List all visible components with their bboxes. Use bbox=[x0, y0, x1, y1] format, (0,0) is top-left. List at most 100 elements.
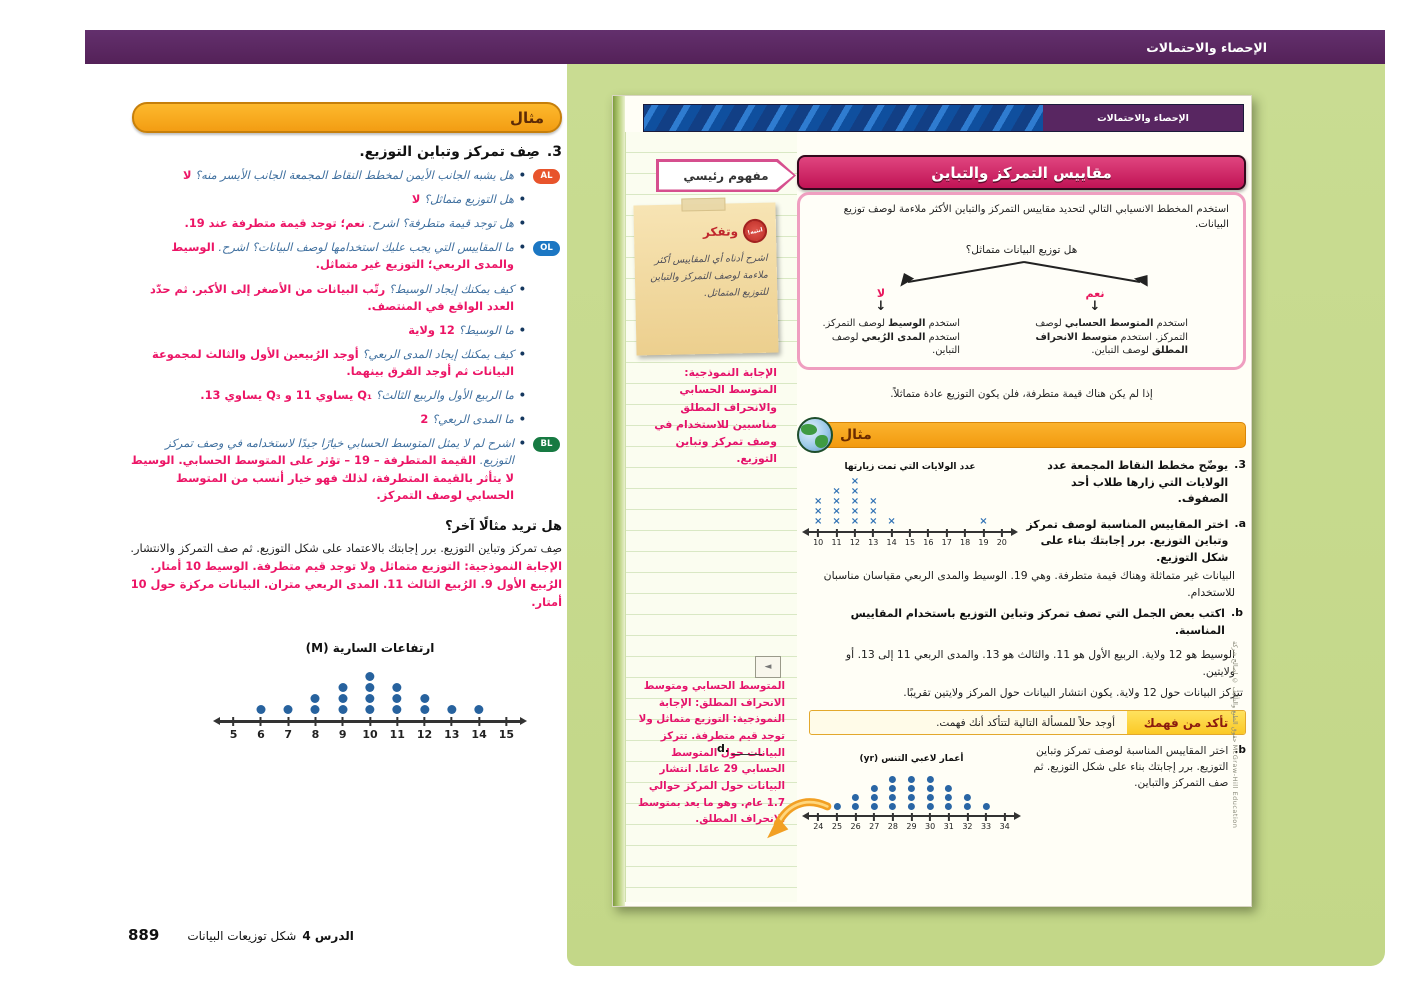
key-concept-box: استخدم المخطط الانسيابي التالي لتحديد مق… bbox=[797, 192, 1246, 370]
axis-tick-label: 27 bbox=[869, 822, 880, 831]
dot-marker-icon bbox=[870, 803, 878, 810]
bullet-dot-icon: • bbox=[518, 322, 526, 337]
plot-column: 31 bbox=[944, 785, 954, 831]
part-a-label: a. bbox=[1234, 516, 1246, 530]
axis-tick-label: 15 bbox=[904, 538, 916, 547]
part-a-row: a. اختر المقاييس المناسبة لوصف تمركز وتب… bbox=[1019, 517, 1246, 567]
tape-icon bbox=[681, 197, 726, 212]
banner-chapter-label: الإحصاء والاحتمالات bbox=[1097, 112, 1189, 124]
axis-tick-label: 32 bbox=[962, 822, 973, 831]
plot-area: 5 6 7 8 9 10 11 12 13 14 15 bbox=[213, 661, 527, 741]
teacher-bullet: • هل التوزيع متماثل؟ لا bbox=[130, 191, 562, 208]
axis-tick bbox=[1000, 529, 1003, 537]
axis-tick bbox=[259, 716, 262, 726]
axis-tick-label: 19 bbox=[978, 538, 989, 547]
badge-al: AL bbox=[533, 169, 560, 184]
axis-tick bbox=[982, 529, 985, 537]
bullet-answer: 12 ولاية bbox=[408, 322, 455, 337]
more-example-question: صِف تمركز وتباين التوزيع. برر إجابتك بال… bbox=[130, 540, 562, 555]
axis-tick bbox=[873, 813, 876, 821]
problem-statement-row: 3. يوضّح مخطط النقاط المجمعة عدد الولايا… bbox=[1019, 458, 1246, 508]
x-marker-icon: × bbox=[813, 506, 823, 517]
axis-tick bbox=[817, 813, 820, 821]
bullet-question: ما الربيع الأول والربيع الثالث؟ bbox=[375, 388, 514, 403]
plot-column: 27 bbox=[869, 785, 879, 831]
page-binding-strip bbox=[613, 96, 625, 906]
axis-tick bbox=[985, 813, 988, 821]
dot-marker-icon bbox=[908, 776, 915, 783]
teacher-bullet: • ما الربيع الأول والربيع الثالث؟ Q₁ يسا… bbox=[130, 387, 562, 404]
flowchart-branch-arrows-icon bbox=[900, 261, 1148, 287]
plot-column: 32 bbox=[962, 794, 973, 831]
flowchart-no-label: لا bbox=[876, 287, 886, 300]
plot-column: 17 bbox=[942, 526, 952, 547]
dot-marker-icon bbox=[926, 803, 934, 810]
page-header-title: الإحصاء والاحتمالات bbox=[1146, 39, 1267, 55]
dot-marker-icon bbox=[310, 693, 320, 703]
dot-marker-icon bbox=[889, 776, 897, 783]
plot-column: 24 bbox=[813, 810, 823, 831]
bullet-dot-icon: • bbox=[518, 281, 526, 296]
axis-tick-label: 11 bbox=[831, 538, 842, 547]
axis-tick bbox=[872, 529, 875, 537]
plot-column: × × × 13 bbox=[868, 497, 878, 548]
check-part-b-statement: اختر المقاييس المناسبة لوصف تمركز وتباين… bbox=[1033, 745, 1229, 789]
axis-arrow-left-icon bbox=[802, 812, 809, 820]
axis-tick bbox=[909, 529, 911, 537]
dot-marker-icon bbox=[852, 794, 860, 801]
part-b-label: b. bbox=[1230, 606, 1243, 619]
more-example-heading: هل تريد مثالًا آخر؟ bbox=[445, 518, 562, 534]
axis-tick bbox=[891, 813, 894, 821]
axis-arrow-right-icon bbox=[1014, 812, 1021, 820]
axis-tick-label: 8 bbox=[311, 727, 320, 741]
bullet-dot-icon: • bbox=[518, 436, 526, 451]
axis-tick bbox=[854, 813, 857, 821]
axis-tick bbox=[966, 813, 969, 821]
check-understanding-banner: أوجد حلاً للمسألة التالية لتتأكد أنك فهم… bbox=[809, 710, 1246, 735]
axis-tick-label: 14 bbox=[886, 538, 897, 547]
axis-tick-label: 10 bbox=[813, 538, 824, 547]
plot-title: ارتفاعات السارية (M) bbox=[305, 640, 435, 655]
x-marker-icon: × bbox=[979, 516, 988, 527]
banner-stripes bbox=[644, 105, 1043, 131]
bullet-dot-icon: • bbox=[518, 412, 526, 427]
plot-column: 16 bbox=[923, 526, 933, 547]
axis-tick-label: 31 bbox=[943, 822, 954, 831]
dot-marker-icon bbox=[908, 785, 915, 792]
axis-tick bbox=[478, 716, 481, 726]
axis-tick-label: 11 bbox=[389, 727, 405, 741]
copyright-text: حقوق الطبع والتأليف © لصالح شركة McGraw-… bbox=[1231, 641, 1239, 829]
student-example-banner: مثال bbox=[797, 417, 1246, 453]
check-part-b-text: b. اختر المقاييس المناسبة لوصف تمركز وتب… bbox=[1022, 744, 1246, 831]
axis-tick-label: 16 bbox=[923, 538, 934, 547]
plot-column: 29 bbox=[906, 776, 917, 831]
axis-tick-label: 13 bbox=[444, 727, 460, 741]
arrow-doodle-icon bbox=[767, 798, 832, 839]
plot-column: 30 bbox=[925, 776, 935, 831]
sticky-note: انتبه! وتفكر اشرح أدناه أي المقاييس أكثر… bbox=[633, 197, 779, 356]
check-part-b-label: b. bbox=[1234, 744, 1246, 756]
bullet-answer: 2 bbox=[420, 412, 429, 427]
dot-marker-icon bbox=[447, 704, 457, 714]
bullet-dot-icon: • bbox=[518, 240, 526, 255]
plot-title: عدد الولايات التي تمت زيارتها bbox=[844, 462, 976, 472]
flowchart-question: هل توزيع البيانات متماثل؟ bbox=[965, 244, 1078, 256]
bullet-question: ما المقاييس التي يجب عليك استخدامها لوصف… bbox=[218, 240, 514, 255]
teacher-bullet: • كيف يمكنك إيجاد الوسيط؟ رتّب البيانات … bbox=[130, 281, 562, 315]
lesson-reference: الدرس 4 شكل توزيعات البيانات bbox=[187, 929, 354, 943]
dot-marker-icon bbox=[365, 693, 375, 703]
symmetry-note: إذا لم يكن هناك قيمة متطرفة، فلن يكون ال… bbox=[890, 388, 1153, 400]
axis-tick-label: 10 bbox=[362, 727, 378, 741]
axis-tick bbox=[945, 529, 948, 537]
teacher-bullet: • هل توجد قيمة متطرفة؟ اشرح. نعم؛ توجد ق… bbox=[130, 215, 562, 232]
plot-column: × × × × 11 bbox=[831, 487, 842, 548]
bullet-answer: رتّب البيانات من الأصغر إلى الأكبر. ثم ح… bbox=[149, 281, 514, 313]
globe-icon bbox=[797, 417, 833, 453]
bullet-answer: الوسيط والمدى الربعي؛ التوزيع غير متماثل… bbox=[171, 240, 514, 272]
dot-marker-icon bbox=[926, 776, 934, 783]
answer-b-text-1: الوسيط هو 12 ولاية. الربيع الأول هو 11. … bbox=[845, 648, 1235, 678]
plot-column: 11 bbox=[389, 682, 405, 741]
plot-column: 9 bbox=[338, 682, 348, 741]
axis-tick-label: 18 bbox=[959, 538, 971, 547]
teacher-bullet: BL • اشرح لم لا يمثل المتوسط الحسابي خيا… bbox=[130, 435, 562, 503]
